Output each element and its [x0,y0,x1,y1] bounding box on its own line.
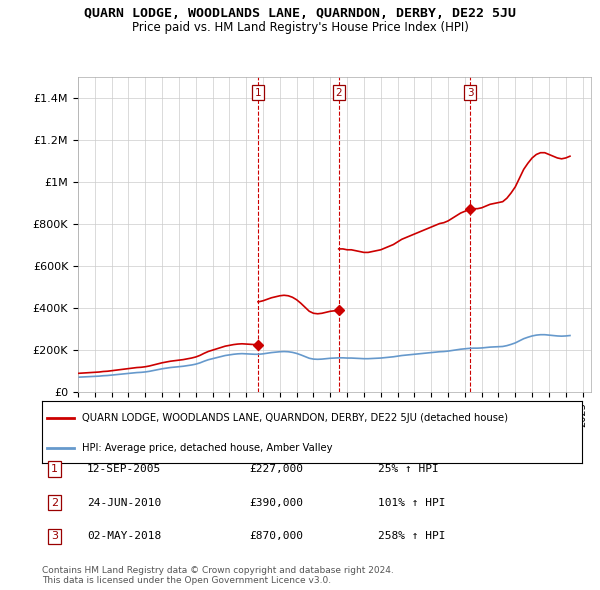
Text: 101% ↑ HPI: 101% ↑ HPI [378,498,445,507]
Text: 25% ↑ HPI: 25% ↑ HPI [378,464,439,474]
Text: 3: 3 [467,88,474,98]
Text: HPI: Average price, detached house, Amber Valley: HPI: Average price, detached house, Ambe… [83,442,333,453]
Text: 3: 3 [51,532,58,541]
Text: £390,000: £390,000 [249,498,303,507]
Text: 24-JUN-2010: 24-JUN-2010 [87,498,161,507]
Text: 1: 1 [254,88,261,98]
Text: 02-MAY-2018: 02-MAY-2018 [87,532,161,541]
Text: QUARN LODGE, WOODLANDS LANE, QUARNDON, DERBY, DE22 5JU: QUARN LODGE, WOODLANDS LANE, QUARNDON, D… [84,7,516,20]
Text: 2: 2 [335,88,342,98]
Text: 1: 1 [51,464,58,474]
Text: £227,000: £227,000 [249,464,303,474]
Text: 258% ↑ HPI: 258% ↑ HPI [378,532,445,541]
Text: Contains HM Land Registry data © Crown copyright and database right 2024.
This d: Contains HM Land Registry data © Crown c… [42,566,394,585]
Text: 2: 2 [51,498,58,507]
Text: £870,000: £870,000 [249,532,303,541]
Text: QUARN LODGE, WOODLANDS LANE, QUARNDON, DERBY, DE22 5JU (detached house): QUARN LODGE, WOODLANDS LANE, QUARNDON, D… [83,413,509,423]
Text: Price paid vs. HM Land Registry's House Price Index (HPI): Price paid vs. HM Land Registry's House … [131,21,469,34]
Text: 12-SEP-2005: 12-SEP-2005 [87,464,161,474]
